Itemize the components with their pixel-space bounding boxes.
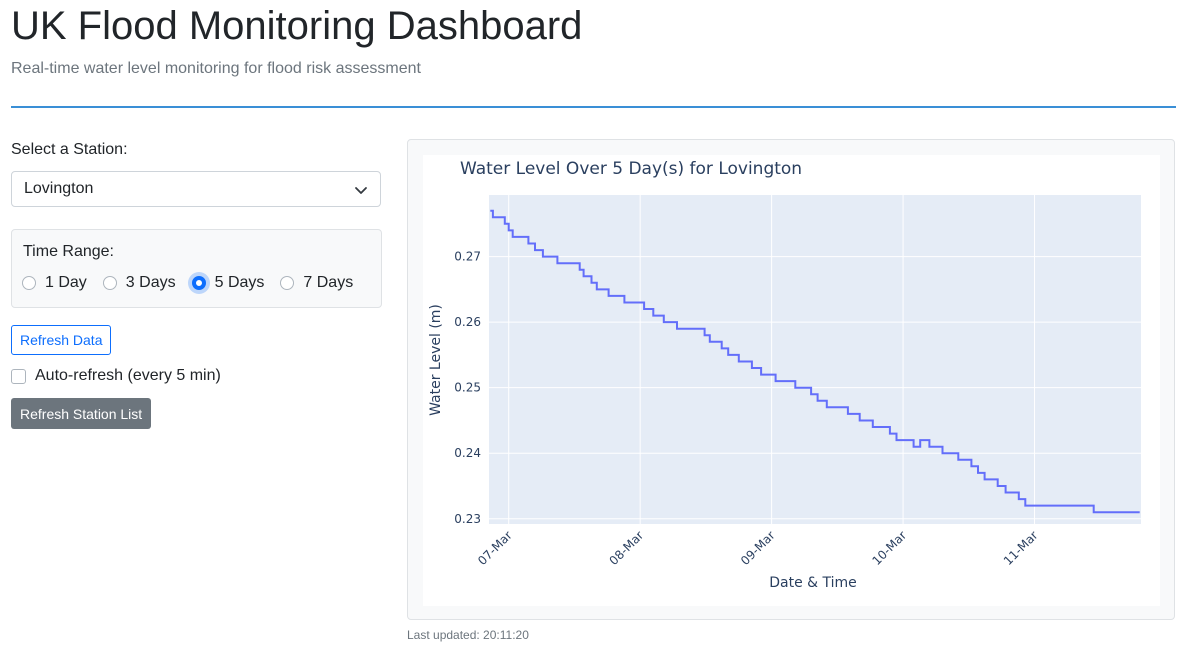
refresh-data-button[interactable]: Refresh Data xyxy=(11,325,112,355)
radio-button[interactable] xyxy=(280,276,295,290)
time-range-options: 1 Day 3 Days 5 Days 7 Days xyxy=(22,274,369,292)
radio-label: 3 Days xyxy=(125,274,176,291)
radio-button[interactable] xyxy=(22,276,36,290)
radio-button[interactable] xyxy=(102,276,117,290)
station-select-label: Select a Station: xyxy=(11,141,128,158)
page-subtitle: Real-time water level monitoring for flo… xyxy=(11,60,421,77)
water-level-chart[interactable]: 0.230.240.250.260.27 07-Mar 08-Mar 09-Mar 1… xyxy=(423,155,1160,606)
chart-card: 0.23 0.24 0.25 0.26 0.27 07-Mar 08-Mar 09-Mar 1… xyxy=(407,139,1175,620)
auto-refresh-label: Auto-refresh (every 5 min) xyxy=(35,367,221,384)
y-tick-label: 0.26 xyxy=(454,315,481,329)
y-tick-label: 0.25 xyxy=(454,381,481,395)
time-range-label: Time Range: xyxy=(23,243,114,260)
time-range-option-7-days[interactable]: 7 Days xyxy=(280,274,353,292)
plot-area xyxy=(489,195,1141,524)
time-range-option-5-days[interactable]: 5 Days xyxy=(191,274,265,292)
water-level-line xyxy=(490,209,1140,514)
page-title: UK Flood Monitoring Dashboard xyxy=(11,4,583,48)
chart-gridlines xyxy=(489,195,1141,524)
title-divider xyxy=(11,106,1176,108)
time-range-option-1-day[interactable]: 1 Day xyxy=(22,274,87,292)
refresh-station-list-button[interactable]: Refresh Station List xyxy=(11,398,152,429)
y-tick-label: 0.27 xyxy=(454,250,481,264)
chart-series-layer xyxy=(490,209,1140,514)
y-tick-label: 0.24 xyxy=(454,446,481,460)
time-range-option-3-days[interactable]: 3 Days xyxy=(102,274,176,292)
radio-label: 7 Days xyxy=(303,274,354,291)
station-select-value: Lovington xyxy=(24,180,94,197)
last-updated-text: Last updated: 20:11:20 xyxy=(407,628,529,642)
chevron-down-icon xyxy=(354,183,368,202)
y-axis-ticks: 0.23 0.24 0.25 0.26 0.27 xyxy=(454,250,481,526)
y-tick-label: 0.23 xyxy=(454,512,481,526)
radio-label: 5 Days xyxy=(214,274,265,291)
time-range-panel: Time Range: 1 Day 3 Days 5 Days 7 Days xyxy=(11,229,382,308)
auto-refresh-toggle[interactable]: Auto-refresh (every 5 min) xyxy=(11,367,221,385)
radio-button[interactable] xyxy=(191,276,206,290)
x-axis-title: Date & Time xyxy=(769,575,857,591)
station-select[interactable]: Lovington xyxy=(11,171,381,207)
auto-refresh-checkbox[interactable] xyxy=(11,368,26,384)
y-axis-title: Water Level (m) xyxy=(428,304,444,416)
radio-label: 1 Day xyxy=(45,274,87,291)
chart-title: Water Level Over 5 Day(s) for Lovington xyxy=(460,159,802,179)
